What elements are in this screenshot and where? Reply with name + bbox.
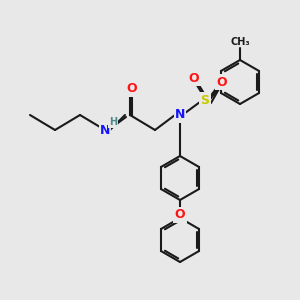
Text: O: O <box>217 76 227 88</box>
Text: O: O <box>127 82 137 95</box>
Text: S: S <box>200 94 209 106</box>
Text: H: H <box>109 117 117 127</box>
Text: O: O <box>189 71 199 85</box>
Text: N: N <box>175 109 185 122</box>
Text: O: O <box>175 208 185 221</box>
Text: N: N <box>100 124 110 136</box>
Text: CH₃: CH₃ <box>230 37 250 47</box>
